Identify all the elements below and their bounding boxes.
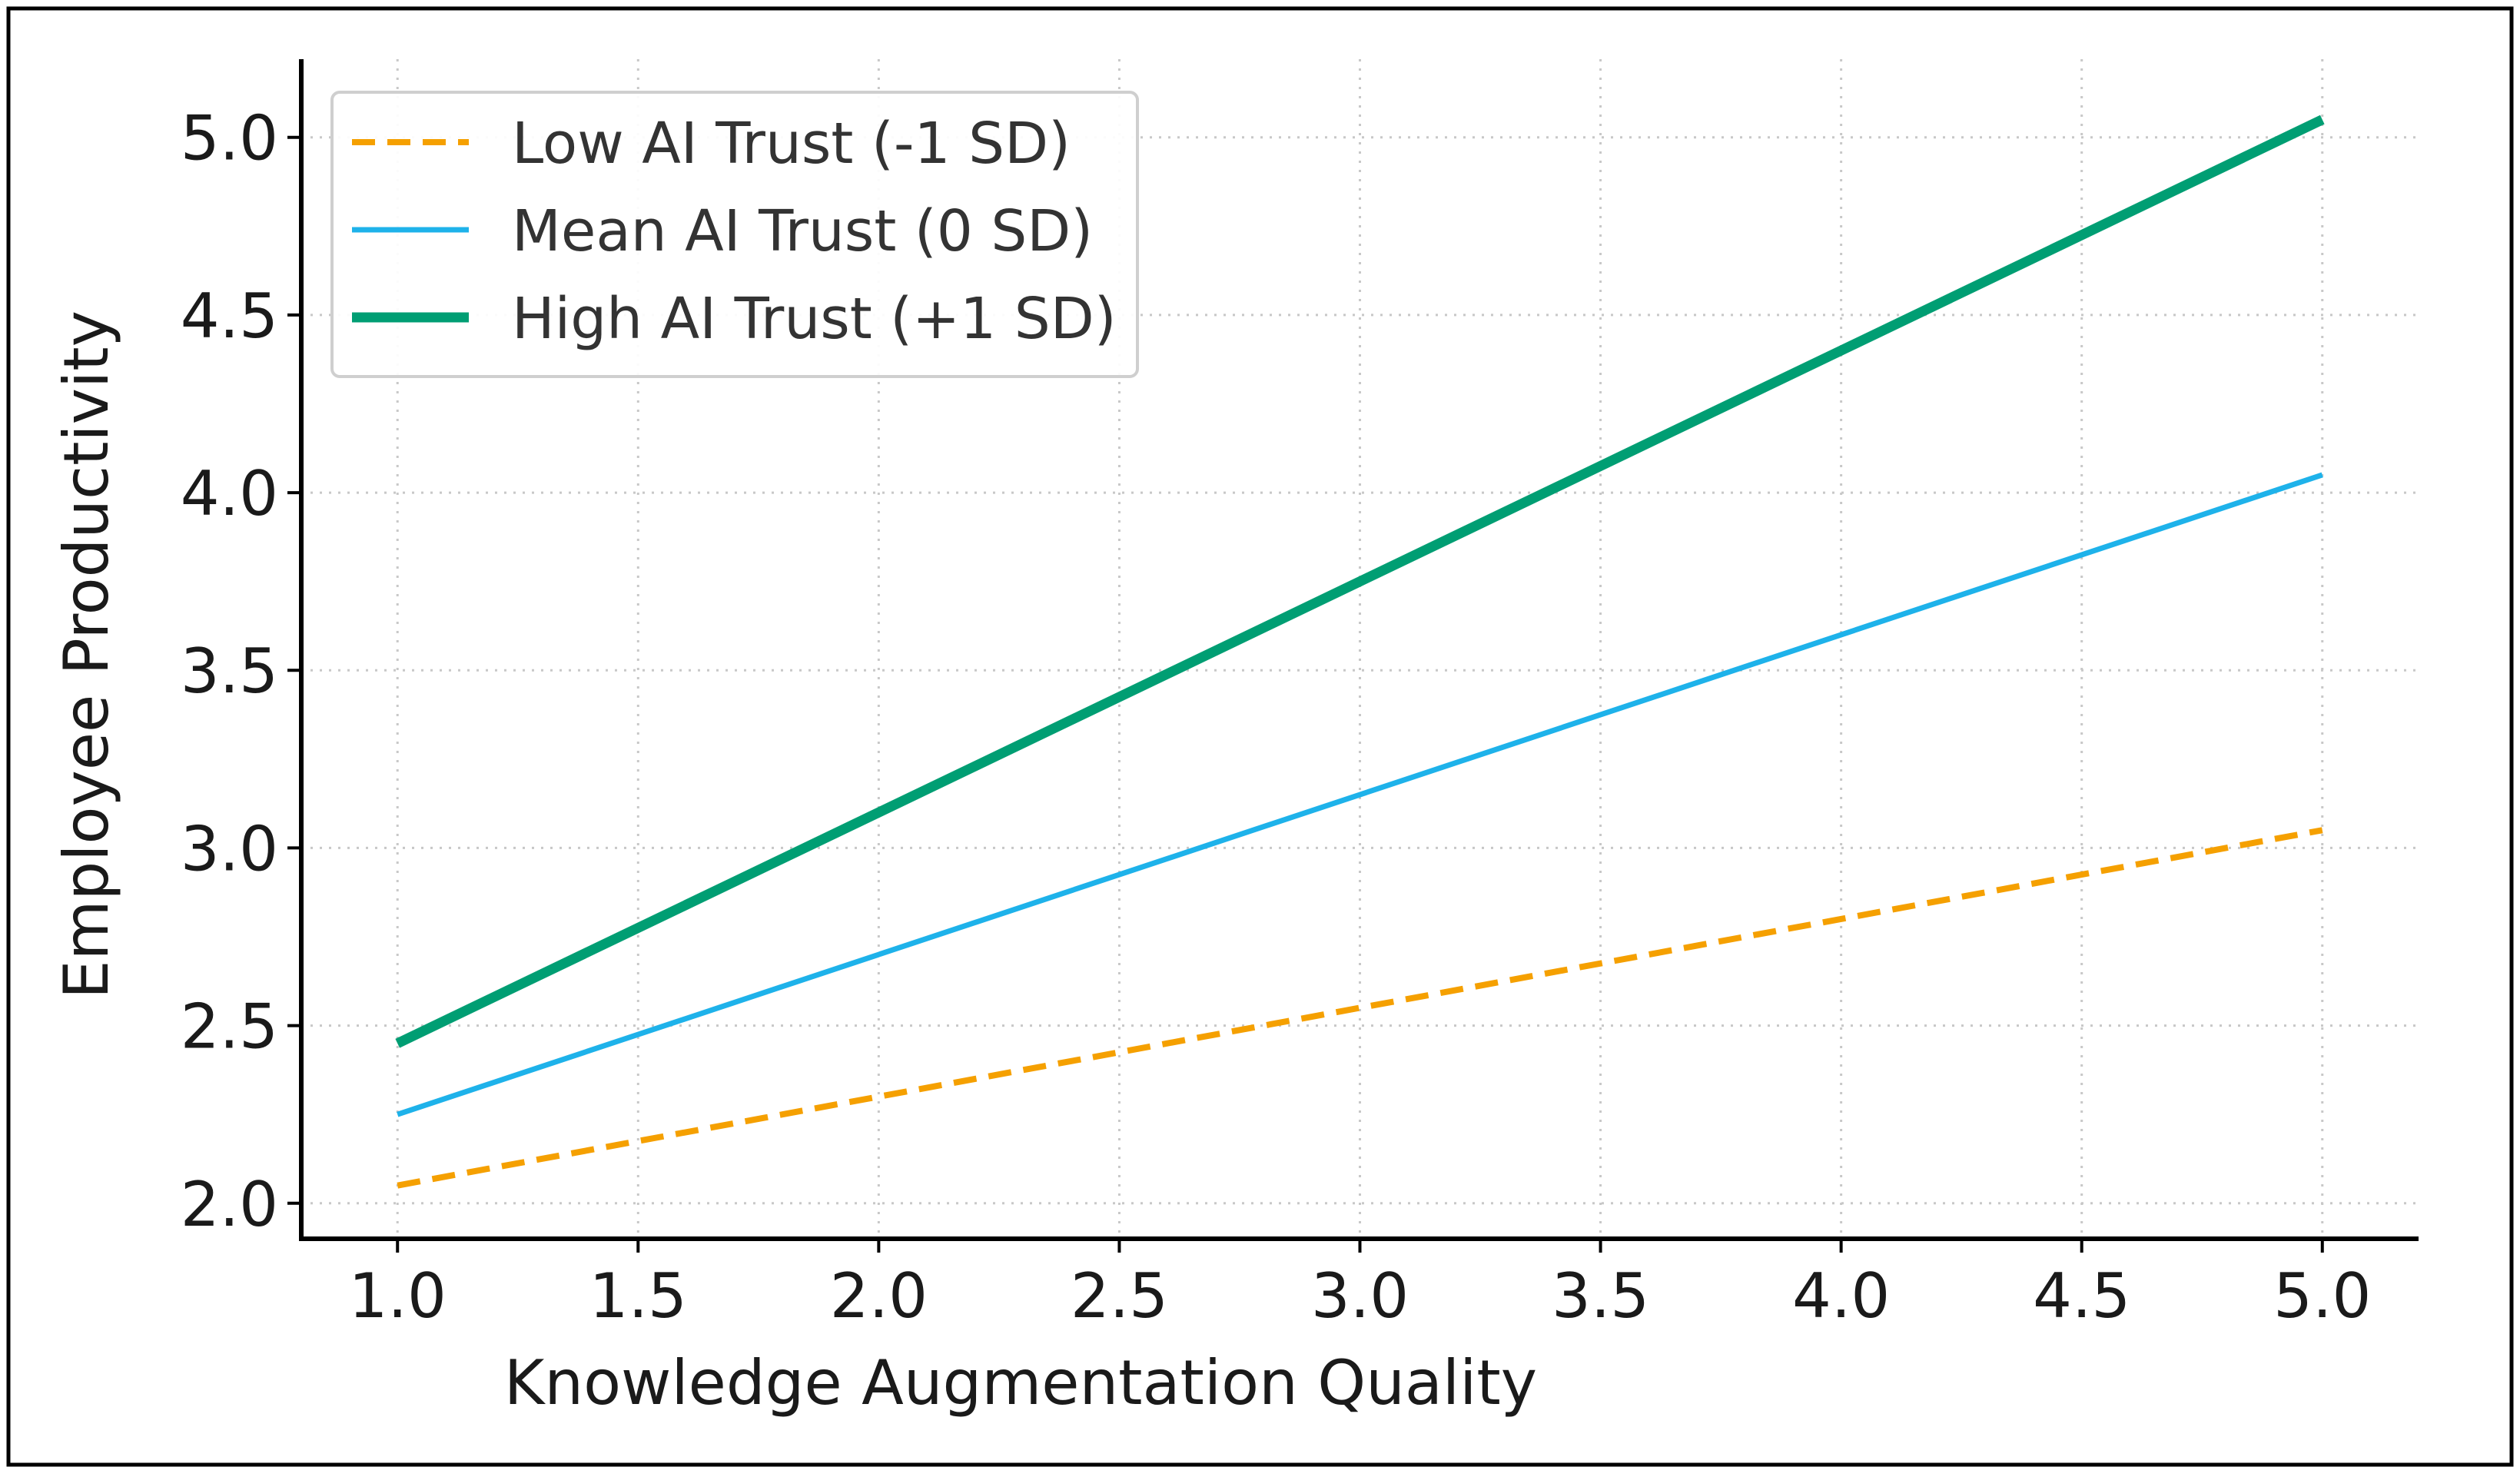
legend: Low AI Trust (-1 SD) Mean AI Trust (0 SD)… <box>330 91 1139 378</box>
legend-label: High AI Trust (+1 SD) <box>512 286 1117 352</box>
x-tick-label: 4.0 <box>1792 1260 1890 1332</box>
y-tick-label: 3.5 <box>181 636 278 707</box>
y-tick-label: 5.0 <box>181 103 278 174</box>
x-tick-label: 4.5 <box>2033 1260 2130 1332</box>
series-line-1 <box>397 472 2323 1117</box>
x-tick-label: 1.5 <box>589 1260 687 1332</box>
axes <box>287 59 2419 1253</box>
x-tick-label: 3.0 <box>1311 1260 1409 1332</box>
legend-label: Mean AI Trust (0 SD) <box>512 198 1093 264</box>
tick-labels: 1.0 1.5 2.0 2.5 3.0 3.5 4.0 4.5 5.0 2.0 2.5 3.0 3.5 4… <box>181 103 2372 1332</box>
series-line-2 <box>395 115 2325 1048</box>
series-line-0 <box>397 827 2323 1189</box>
y-axis-label: Employee Productivity <box>51 310 122 999</box>
x-tick-label: 2.0 <box>830 1260 928 1332</box>
x-tick-label: 3.5 <box>1552 1260 1649 1332</box>
series-lines <box>395 115 2325 1189</box>
y-tick-label: 2.0 <box>181 1169 278 1240</box>
x-tick-label: 5.0 <box>2273 1260 2371 1332</box>
x-axis-label: Knowledge Augmentation Quality <box>504 1347 1537 1419</box>
x-tick-label: 2.5 <box>1071 1260 1168 1332</box>
y-tick-label: 2.5 <box>181 991 278 1063</box>
legend-box <box>330 91 1139 378</box>
x-tick-label: 1.0 <box>349 1260 447 1332</box>
legend-label: Low AI Trust (-1 SD) <box>512 111 1071 177</box>
y-tick-label: 4.5 <box>181 280 278 352</box>
y-tick-label: 4.0 <box>181 458 278 529</box>
y-tick-label: 3.0 <box>181 813 278 885</box>
